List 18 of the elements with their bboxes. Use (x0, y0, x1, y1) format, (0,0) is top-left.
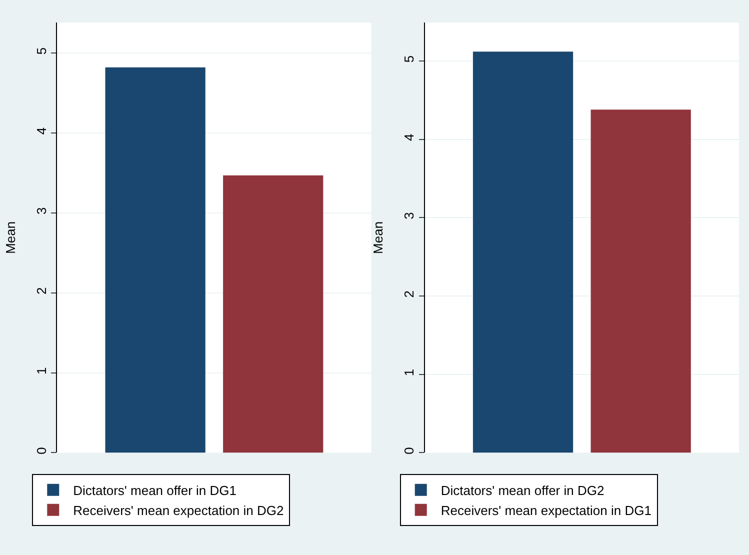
y-tick-label: 2 (402, 290, 417, 298)
y-tick-label: 0 (34, 447, 49, 454)
y-tick-label: 1 (34, 367, 49, 374)
y-axis-title: Mean (370, 221, 386, 254)
y-tick-label: 0 (402, 447, 417, 454)
y-tick-label: 2 (34, 287, 49, 295)
y-tick-label: 5 (34, 47, 49, 55)
legend-label: Dictators' mean offer in DG2 (440, 482, 604, 498)
y-axis-title: Mean (2, 221, 18, 254)
y-tick-label: 1 (402, 368, 417, 376)
y-tick-label: 4 (402, 134, 417, 142)
legend-label: Receivers' mean expectation in DG1 (440, 502, 652, 518)
y-tick-label: 3 (34, 207, 49, 215)
y-tick-label: 3 (402, 212, 417, 220)
y-tick-label: 4 (34, 127, 49, 135)
legend-label: Dictators' mean offer in DG1 (73, 482, 237, 498)
y-tick-label: 5 (402, 55, 417, 63)
legend-label: Receivers' mean expectation in DG2 (73, 502, 284, 518)
